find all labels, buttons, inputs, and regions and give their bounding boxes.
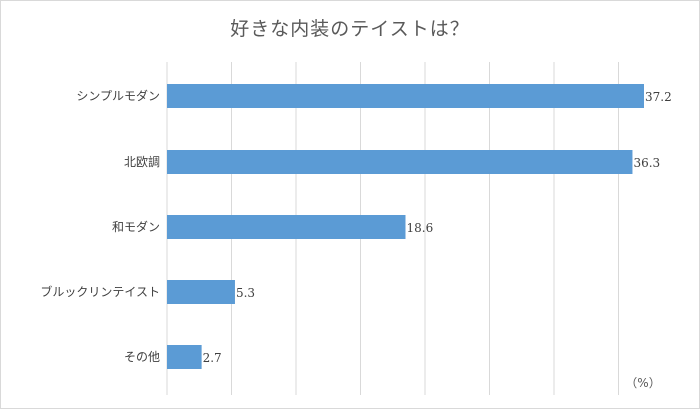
unit-label: （%）	[625, 376, 660, 390]
value-label: 2.7	[203, 351, 222, 365]
category-label: ブルックリンテイスト	[40, 284, 160, 299]
chart-title: 好きな内装のテイストは？	[230, 18, 470, 40]
bar	[167, 150, 633, 174]
value-label: 5.3	[236, 286, 255, 300]
bar	[167, 345, 202, 369]
value-label: 36.3	[633, 156, 660, 170]
bars	[167, 84, 644, 369]
category-label: その他	[124, 350, 160, 364]
value-labels: 37.2 36.3 18.6 5.3 2.7	[203, 90, 672, 365]
category-label: 北欧調	[124, 155, 160, 169]
bar	[167, 215, 406, 239]
value-label: 37.2	[645, 90, 672, 104]
category-label: 和モダン	[112, 219, 160, 234]
bar	[167, 280, 235, 304]
bar	[167, 84, 644, 108]
category-label: シンプルモダン	[76, 88, 160, 103]
value-label: 18.6	[407, 221, 434, 235]
